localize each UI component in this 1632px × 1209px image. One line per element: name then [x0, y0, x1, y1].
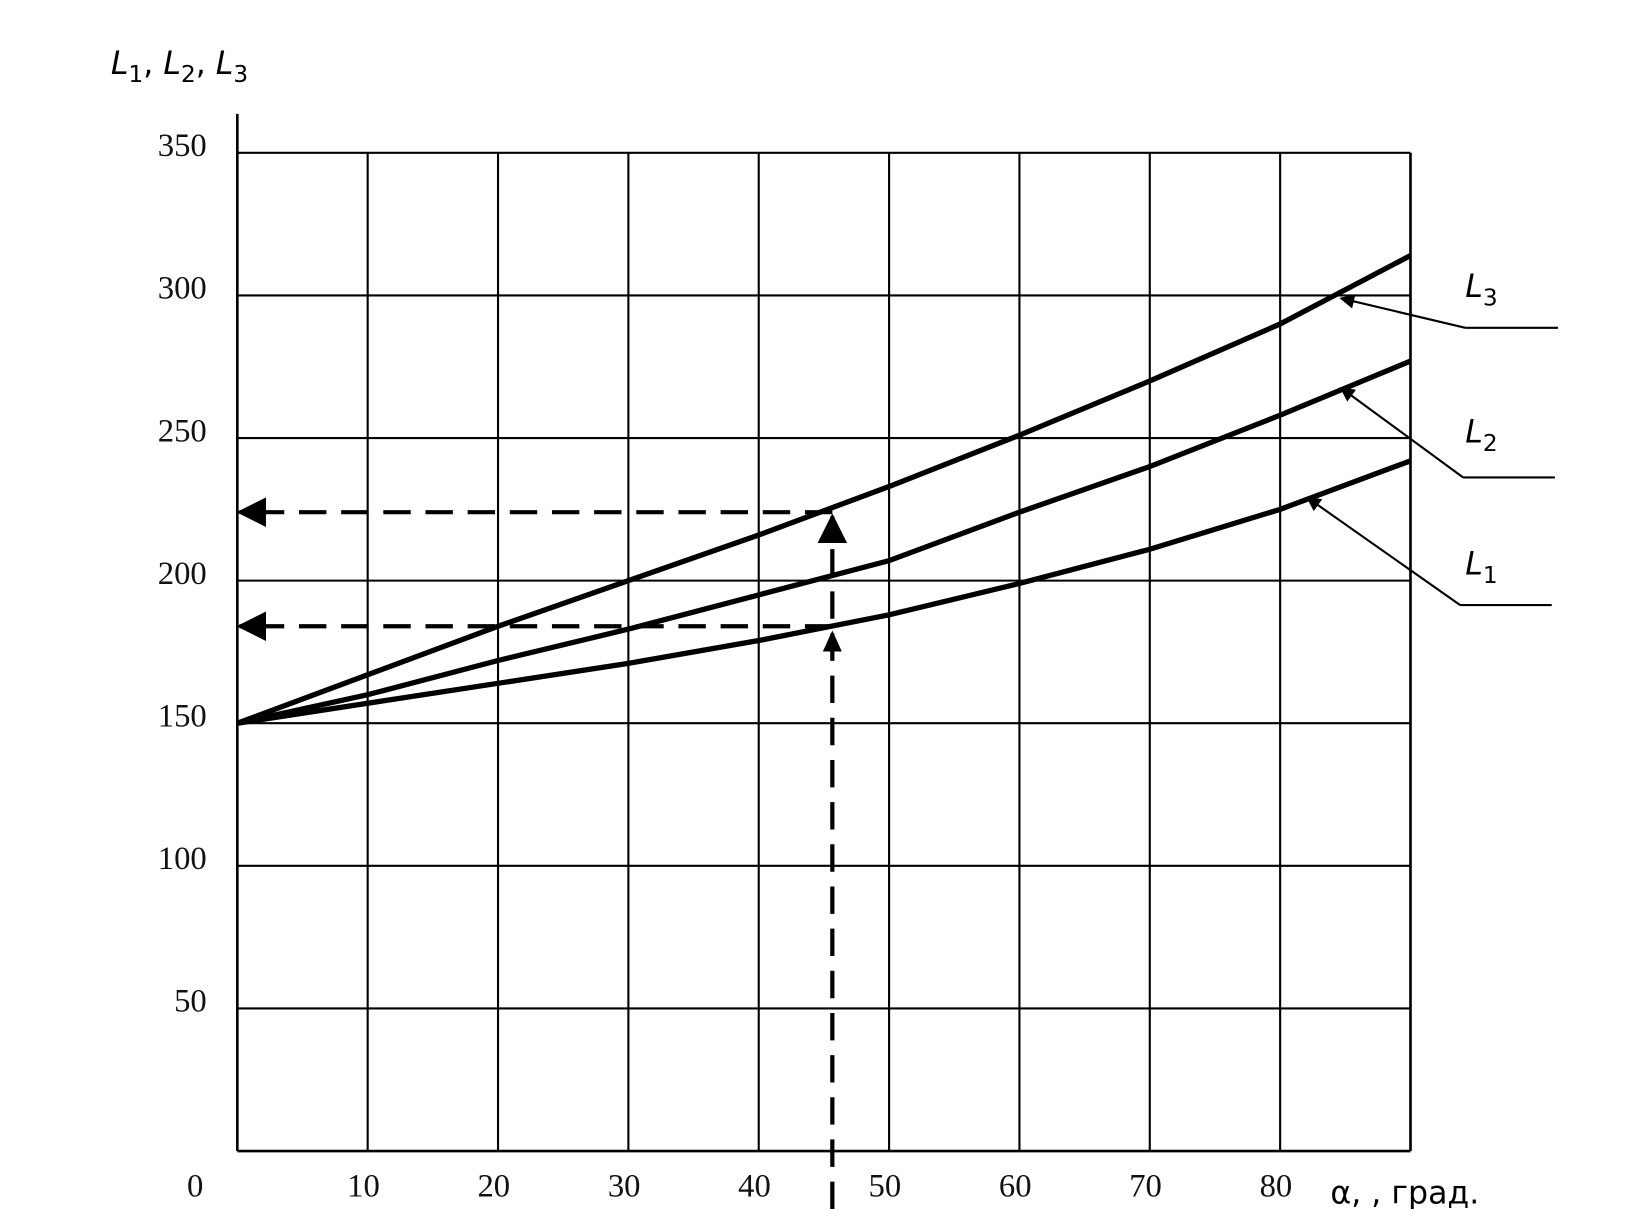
legend-leader [1339, 387, 1464, 479]
arrowhead [822, 630, 842, 652]
y-tick-label: 200 [158, 556, 207, 592]
legend-label: L3​ [1465, 269, 1497, 311]
x-axis-label: α, , град. [1330, 1176, 1479, 1209]
y-tick-label: 300 [158, 271, 207, 307]
legend-label: L2​ [1465, 415, 1497, 457]
x-tick-label: 80 [1260, 1168, 1293, 1204]
arrowhead [822, 516, 842, 538]
y-tick-label: 350 [158, 128, 207, 164]
x-tick-label: 10 [347, 1168, 380, 1204]
x-tick-label: 0 [187, 1168, 203, 1204]
x-tick-label: 30 [608, 1168, 641, 1204]
x-tick-label: 40 [738, 1168, 771, 1204]
y-tick-label: 100 [158, 841, 207, 877]
line-series [236, 253, 1412, 726]
x-tick-label: 70 [1129, 1168, 1162, 1204]
y-axis-label: L1​, L2​, L3​ [111, 46, 248, 88]
x-tick-label: 50 [869, 1168, 902, 1204]
line-series [236, 358, 1412, 726]
y-tick-label: 250 [158, 413, 207, 449]
legend-label: L1​ [1465, 546, 1497, 588]
y-tick-label: 50 [174, 984, 207, 1020]
legend-leader [1339, 294, 1466, 329]
y-tick-label: 150 [158, 699, 207, 735]
legend-leader [1305, 496, 1461, 606]
line-series [236, 458, 1412, 726]
x-tick-label: 20 [477, 1168, 510, 1204]
x-tick-label: 60 [999, 1168, 1032, 1204]
